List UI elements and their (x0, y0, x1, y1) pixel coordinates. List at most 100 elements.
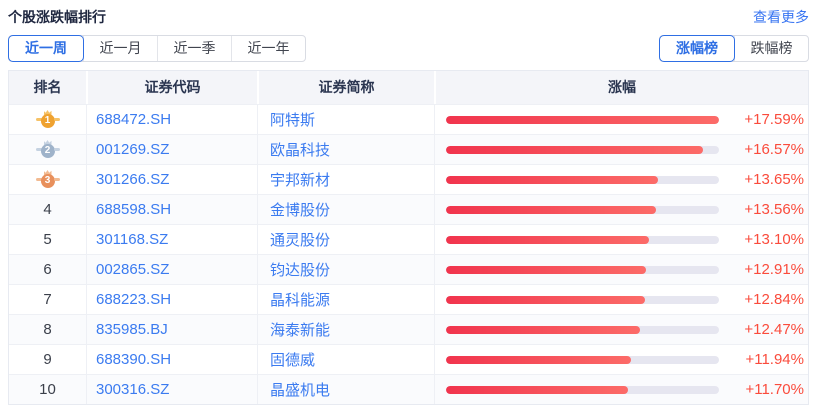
gain-bar-track (446, 145, 719, 154)
gain-bar-track (446, 235, 719, 244)
board-tab-group: 涨幅榜 跌幅榜 (659, 35, 809, 62)
rank-cell: 7 (9, 285, 86, 314)
view-more-link[interactable]: 查看更多 (753, 8, 809, 25)
gain-bar-fill (446, 205, 657, 214)
gain-value: +12.84% (744, 291, 804, 308)
bronze-medal-icon: 3 (35, 170, 60, 189)
rank-cell: 6 (9, 255, 86, 284)
gain-value: +13.65% (744, 171, 804, 188)
table-row[interactable]: 7 688223.SH 晶科能源 +12.84% (9, 284, 808, 314)
period-tab-3[interactable]: 近一年 (231, 36, 305, 61)
stock-code-link[interactable]: 001269.SZ (86, 135, 257, 164)
period-tab-1[interactable]: 近一月 (83, 36, 157, 61)
gain-cell: +12.47% (434, 315, 808, 344)
gain-bar-fill (446, 355, 632, 364)
stock-name-link[interactable]: 宇邦新材 (257, 165, 434, 194)
gain-cell: +13.65% (434, 165, 808, 194)
stock-name-link[interactable]: 固德威 (257, 345, 434, 374)
gain-value: +11.94% (745, 351, 804, 368)
gain-bar-track (446, 325, 719, 334)
gain-cell: +12.91% (434, 255, 808, 284)
period-tab-2[interactable]: 近一季 (157, 36, 231, 61)
gain-bar-fill (446, 325, 640, 334)
rank-cell: 3 (9, 165, 86, 194)
stock-name-link[interactable]: 钧达股份 (257, 255, 434, 284)
gain-cell: +11.70% (434, 375, 808, 404)
gain-value: +17.59% (744, 111, 804, 128)
rank-number: 5 (43, 231, 52, 248)
stock-code-link[interactable]: 002865.SZ (86, 255, 257, 284)
stock-code-link[interactable]: 688472.SH (86, 105, 257, 134)
gain-value: +12.47% (744, 321, 804, 338)
stock-name-link[interactable]: 金博股份 (257, 195, 434, 224)
table-row[interactable]: 3 301266.SZ 宇邦新材 +13.65% (9, 164, 808, 194)
gain-cell: +12.84% (434, 285, 808, 314)
rank-cell: 10 (9, 375, 86, 404)
gain-bar-fill (446, 115, 719, 124)
table-row[interactable]: 1 688472.SH 阿特斯 +17.59% (9, 104, 808, 134)
gain-value: +13.56% (744, 201, 804, 218)
table-body: 1 688472.SH 阿特斯 +17.59% 2 001269.SZ 欧晶科技… (9, 104, 808, 404)
table-row[interactable]: 10 300316.SZ 晶盛机电 +11.70% (9, 374, 808, 404)
table-row[interactable]: 8 835985.BJ 海泰新能 +12.47% (9, 314, 808, 344)
stock-name-link[interactable]: 通灵股份 (257, 225, 434, 254)
stock-code-link[interactable]: 688223.SH (86, 285, 257, 314)
table-header-row: 排名 证券代码 证券简称 涨幅 (9, 71, 808, 104)
gain-bar-track (446, 385, 719, 394)
period-tab-0[interactable]: 近一周 (9, 36, 83, 61)
gain-bar-track (446, 175, 719, 184)
gain-bar-fill (446, 175, 658, 184)
page-title: 个股涨跌幅排行 (8, 8, 106, 25)
gain-bar-track (446, 265, 719, 274)
stock-code-link[interactable]: 301168.SZ (86, 225, 257, 254)
rank-number: 8 (43, 321, 52, 338)
table-row[interactable]: 5 301168.SZ 通灵股份 +13.10% (9, 224, 808, 254)
gain-bar-fill (446, 235, 650, 244)
rank-cell: 5 (9, 225, 86, 254)
rank-number: 9 (43, 351, 52, 368)
rank-cell: 8 (9, 315, 86, 344)
silver-medal-icon: 2 (35, 140, 60, 159)
table-row[interactable]: 9 688390.SH 固德威 +11.94% (9, 344, 808, 374)
gain-cell: +11.94% (434, 345, 808, 374)
stock-code-link[interactable]: 688390.SH (86, 345, 257, 374)
stock-name-link[interactable]: 晶科能源 (257, 285, 434, 314)
gain-cell: +13.10% (434, 225, 808, 254)
stock-code-link[interactable]: 688598.SH (86, 195, 257, 224)
rank-number: 4 (43, 201, 52, 218)
column-header-rank: 排名 (33, 79, 62, 95)
table-row[interactable]: 6 002865.SZ 钧达股份 +12.91% (9, 254, 808, 284)
board-tab-0[interactable]: 涨幅榜 (660, 36, 734, 61)
gain-bar-fill (446, 145, 704, 154)
stock-name-link[interactable]: 阿特斯 (257, 105, 434, 134)
gain-bar-track (446, 355, 719, 364)
rank-cell: 9 (9, 345, 86, 374)
column-header-code: 证券代码 (86, 71, 257, 104)
rank-number: 7 (43, 291, 52, 308)
column-header-change: 涨幅 (434, 71, 808, 104)
gain-bar-fill (446, 295, 646, 304)
board-tab-1[interactable]: 跌幅榜 (734, 36, 808, 61)
column-header-name: 证券简称 (257, 71, 434, 104)
stock-code-link[interactable]: 300316.SZ (86, 375, 257, 404)
rank-cell: 4 (9, 195, 86, 224)
stock-code-link[interactable]: 835985.BJ (86, 315, 257, 344)
table-row[interactable]: 2 001269.SZ 欧晶科技 +16.57% (9, 134, 808, 164)
rank-number: 10 (39, 381, 56, 398)
table-row[interactable]: 4 688598.SH 金博股份 +13.56% (9, 194, 808, 224)
gain-bar-fill (446, 385, 628, 394)
rank-cell: 2 (9, 135, 86, 164)
stock-name-link[interactable]: 欧晶科技 (257, 135, 434, 164)
gain-value: +16.57% (744, 141, 804, 158)
gold-medal-icon: 1 (35, 110, 60, 129)
stock-code-link[interactable]: 301266.SZ (86, 165, 257, 194)
panel-header: 个股涨跌幅排行 查看更多 (0, 0, 817, 25)
gain-bar-track (446, 205, 719, 214)
gain-bar-track (446, 295, 719, 304)
gain-bar-track (446, 115, 719, 124)
stock-name-link[interactable]: 晶盛机电 (257, 375, 434, 404)
gain-value: +12.91% (744, 261, 804, 278)
stock-name-link[interactable]: 海泰新能 (257, 315, 434, 344)
gain-cell: +17.59% (434, 105, 808, 134)
